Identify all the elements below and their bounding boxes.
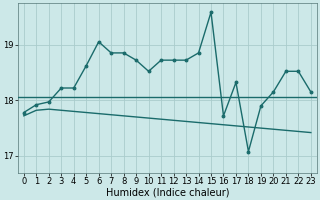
X-axis label: Humidex (Indice chaleur): Humidex (Indice chaleur) (106, 187, 229, 197)
